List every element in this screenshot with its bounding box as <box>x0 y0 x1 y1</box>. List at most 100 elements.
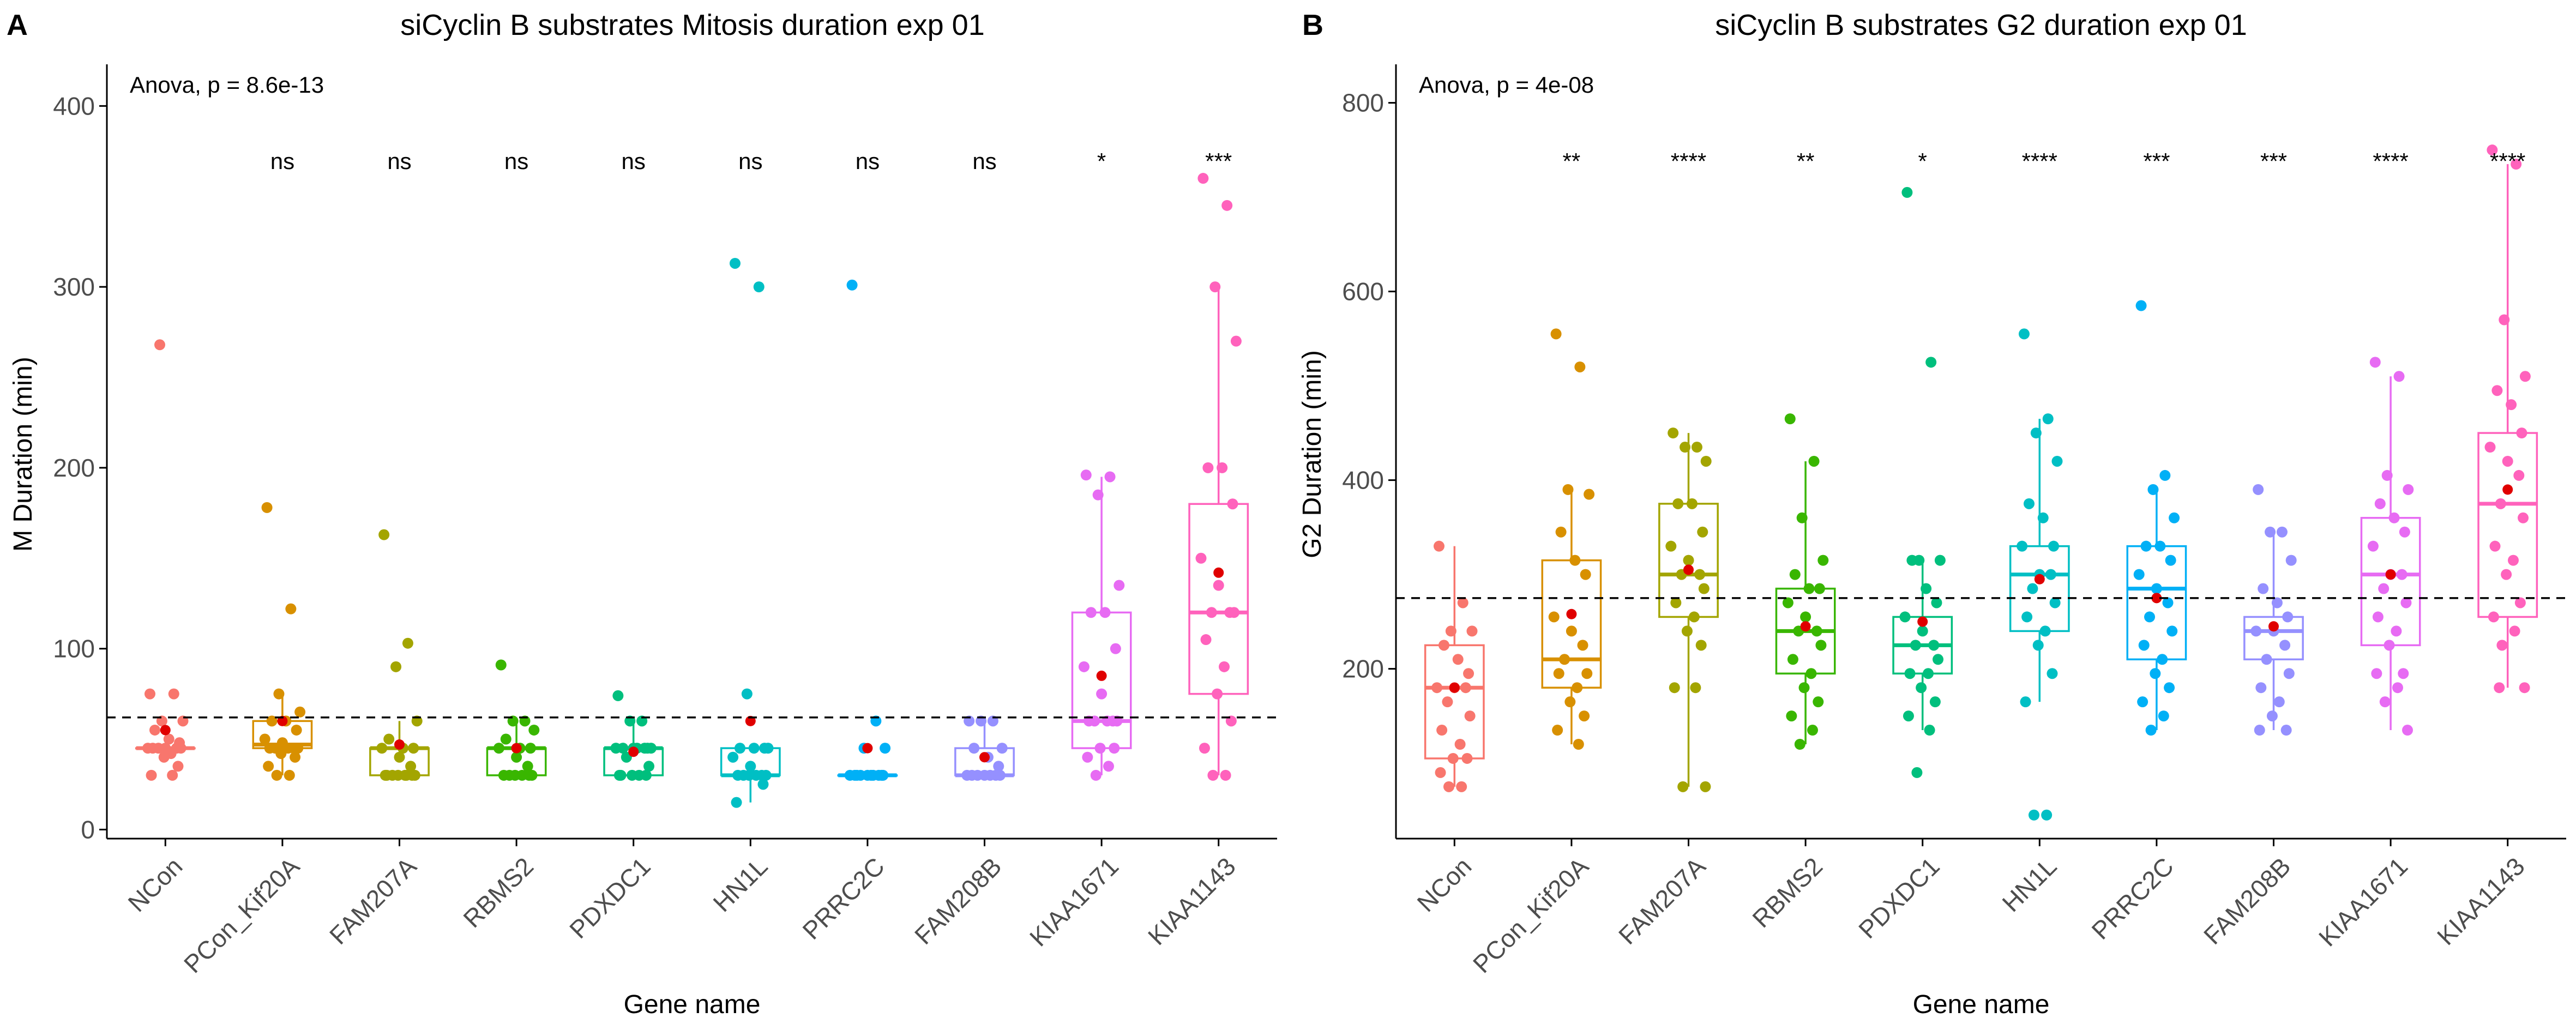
data-point <box>1921 583 1932 594</box>
data-point <box>846 279 858 291</box>
x-axis-label: Gene name <box>624 990 761 1019</box>
mean-point <box>862 743 873 754</box>
data-point <box>1433 540 1445 552</box>
data-point <box>2266 710 2278 722</box>
y-tick-label: 0 <box>81 815 95 844</box>
data-point <box>2372 611 2384 623</box>
significance-label: ** <box>1563 148 1581 174</box>
mean-point <box>2268 621 2279 632</box>
box-KIAA1143 <box>2477 432 2538 618</box>
data-point <box>149 724 160 736</box>
data-point <box>1584 489 1595 500</box>
data-point <box>2285 555 2297 566</box>
data-point <box>2051 455 2063 467</box>
data-point <box>525 743 536 754</box>
data-point <box>1206 607 1217 618</box>
data-point <box>2494 682 2505 694</box>
data-point <box>2496 640 2508 651</box>
data-point <box>2388 512 2400 523</box>
data-point <box>984 769 996 781</box>
mean-point <box>2151 593 2162 604</box>
data-point <box>1099 607 1111 618</box>
data-point <box>2020 696 2031 708</box>
data-point <box>2369 357 2381 368</box>
data-point <box>2374 498 2386 509</box>
data-point <box>1220 769 1231 781</box>
data-point <box>760 769 772 781</box>
data-point <box>1199 743 1210 754</box>
data-point <box>158 751 170 763</box>
data-point <box>1813 696 1824 708</box>
data-point <box>263 761 274 772</box>
data-point <box>627 769 638 781</box>
data-point <box>378 529 390 540</box>
data-point <box>498 769 509 781</box>
data-point <box>273 688 285 700</box>
data-point <box>1817 555 1829 566</box>
significance-label: ns <box>504 148 528 174</box>
significance-label: **** <box>1671 148 1706 174</box>
data-point <box>743 769 755 781</box>
data-point <box>509 769 521 781</box>
data-point <box>1697 526 1708 538</box>
data-point <box>1690 682 1701 694</box>
data-point <box>2378 583 2390 594</box>
data-point <box>2396 569 2408 580</box>
data-point <box>154 339 165 351</box>
data-point <box>2045 569 2056 580</box>
data-point <box>1197 173 1209 184</box>
data-point <box>2398 668 2409 679</box>
data-point <box>968 743 980 754</box>
y-axis-label: G2 Duration (min) <box>1298 350 1327 558</box>
data-point <box>1784 413 1796 425</box>
data-point <box>1903 710 1914 722</box>
data-point <box>1454 738 1466 750</box>
data-point <box>1786 710 1797 722</box>
data-point <box>1789 569 1801 580</box>
data-point <box>2027 583 2038 594</box>
data-point <box>1230 335 1242 347</box>
data-point <box>1677 781 1689 792</box>
data-point <box>1559 654 1570 665</box>
data-point <box>383 733 395 745</box>
panel-label: A <box>7 9 28 41</box>
mean-point <box>2034 574 2045 585</box>
y-tick-label: 200 <box>1342 655 1384 683</box>
data-point <box>1700 781 1711 792</box>
significance-label: **** <box>2022 148 2057 174</box>
mean-point <box>1213 567 1224 578</box>
data-point <box>993 761 1004 772</box>
data-point <box>2154 540 2166 552</box>
data-point <box>2273 696 2285 708</box>
data-point <box>2379 696 2391 708</box>
data-point <box>1787 654 1798 665</box>
y-tick-label: 600 <box>1342 278 1384 306</box>
data-point <box>2261 654 2272 665</box>
data-point <box>880 743 891 754</box>
data-point <box>264 743 275 754</box>
data-point <box>2250 625 2262 637</box>
significance-label: **** <box>2373 148 2408 174</box>
data-point <box>1200 634 1212 646</box>
data-point <box>1573 738 1584 750</box>
data-point <box>2502 455 2513 467</box>
data-point <box>1456 781 1467 792</box>
data-point <box>528 724 540 736</box>
data-point <box>1564 696 1576 708</box>
data-point <box>1904 668 1916 679</box>
data-point <box>1443 781 1454 792</box>
data-point <box>2367 540 2379 552</box>
chart-title: siCyclin B substrates Mitosis duration e… <box>400 9 984 41</box>
data-point <box>748 743 760 754</box>
data-point <box>144 688 155 700</box>
data-point <box>294 706 306 718</box>
data-point <box>1579 710 1590 722</box>
chart-title: siCyclin B substrates G2 duration exp 01 <box>1715 9 2247 41</box>
significance-label: *** <box>1205 148 1232 174</box>
data-point <box>1195 552 1207 564</box>
data-point <box>2258 583 2269 594</box>
data-point <box>261 502 273 513</box>
data-point <box>877 769 889 781</box>
y-tick-label: 100 <box>53 635 95 663</box>
mean-point <box>1800 621 1811 632</box>
